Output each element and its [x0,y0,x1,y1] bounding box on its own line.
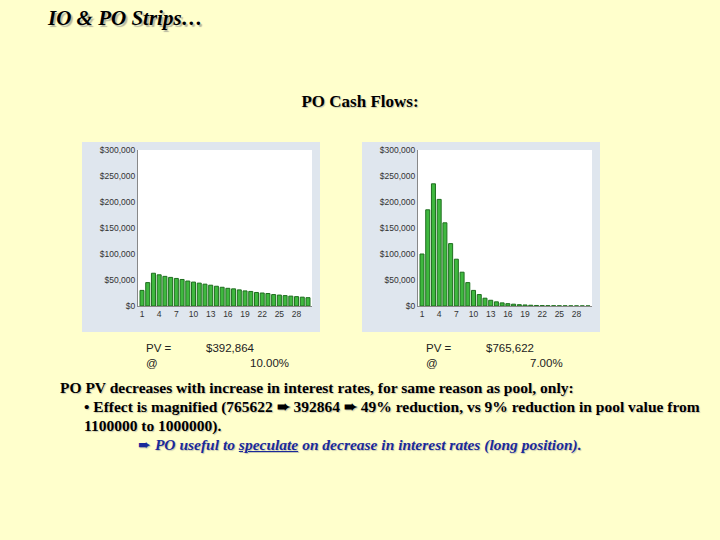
svg-text:$50,000: $50,000 [105,275,136,285]
html-text:$765,622: $765,622 [486,342,534,354]
svg-text:7: 7 [454,309,459,319]
svg-text:13: 13 [206,309,216,319]
svg-text:$200,000: $200,000 [380,197,416,207]
svg-text:$250,000: $250,000 [100,171,136,181]
html-text:PO Cash Flows:: PO Cash Flows: [301,92,419,111]
svg-text:$150,000: $150,000 [100,223,136,233]
svg-text:16: 16 [223,309,233,319]
svg-text:4: 4 [157,309,162,319]
svg-text:22: 22 [537,309,547,319]
svg-text:$100,000: $100,000 [100,249,136,259]
svg-text:7: 7 [174,309,179,319]
svg-text:13: 13 [486,309,496,319]
svg-text:25: 25 [555,309,565,319]
svg-text:$50,000: $50,000 [385,275,416,285]
svg-text:$0: $0 [406,301,416,311]
html-text:PV =: PV = [426,342,452,354]
html-text:$392,864: $392,864 [206,342,254,354]
svg-text:28: 28 [572,309,582,319]
svg-text:1: 1 [420,309,425,319]
svg-text:1: 1 [140,309,145,319]
html-text:PV =: PV = [146,342,172,354]
svg-text:$300,000: $300,000 [100,145,136,155]
svg-text:10: 10 [469,309,479,319]
svg-text:4: 4 [437,309,442,319]
svg-text:10: 10 [189,309,199,319]
html-text:IO & PO Strips…: IO & PO Strips… [48,6,203,30]
svg-text:25: 25 [275,309,285,319]
svg-text:$0: $0 [126,301,136,311]
html-text:➨ PO useful to speculate on de: ➨ PO useful to speculate on decrease in … [138,436,582,454]
svg-text:$150,000: $150,000 [380,223,416,233]
svg-text:$100,000: $100,000 [380,249,416,259]
svg-text:22: 22 [257,309,267,319]
html-text:10.00%: 10.00% [250,357,289,369]
svg-text:$200,000: $200,000 [100,197,136,207]
svg-text:28: 28 [292,309,302,319]
svg-text:19: 19 [240,309,250,319]
svg-text:16: 16 [503,309,513,319]
html-text:7.00%: 7.00% [530,357,563,369]
html-text:PO PV decreases with increase: PO PV decreases with increase in interes… [60,379,574,396]
html-text:• Effect is magnified (765622: • Effect is magnified (765622 ➨ 392864 ➨… [84,398,700,434]
svg-text:19: 19 [520,309,530,319]
svg-text:$250,000: $250,000 [380,171,416,181]
svg-text:$300,000: $300,000 [380,145,416,155]
